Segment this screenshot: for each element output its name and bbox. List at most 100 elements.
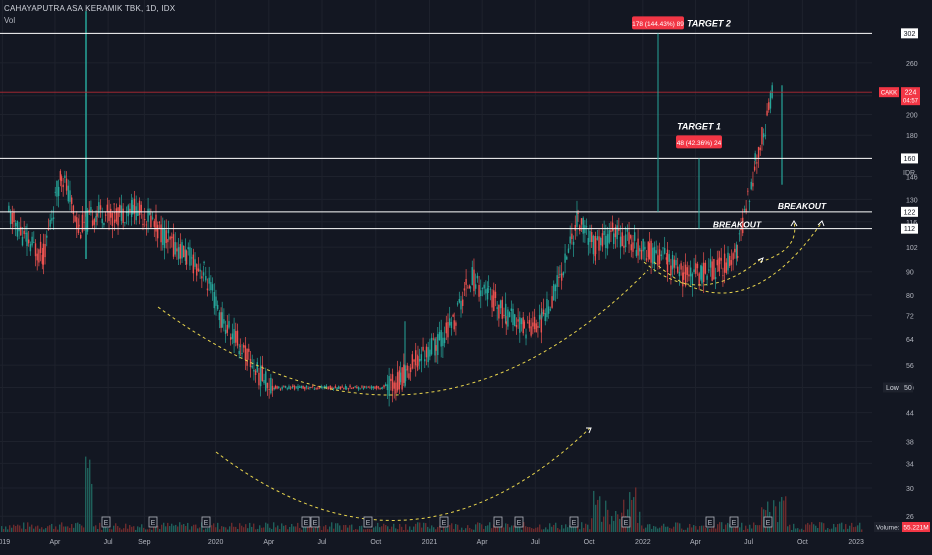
volume-bar (699, 526, 701, 532)
volume-bar (167, 522, 169, 532)
volume-bar (125, 523, 127, 532)
candle-body (289, 387, 292, 389)
volume-bar (617, 514, 619, 532)
volume-bar (631, 499, 633, 532)
volume-bar (811, 522, 813, 532)
candle-body (632, 242, 634, 252)
candle-body (297, 385, 299, 390)
x-tick-label: Apr (49, 539, 61, 546)
volume-bar (165, 526, 167, 532)
volume-bar (185, 525, 187, 532)
volume-bar (377, 522, 379, 532)
volume-bar (17, 524, 19, 532)
low-tag (883, 382, 913, 393)
candle-body (558, 277, 560, 278)
volume-bar (41, 527, 43, 532)
volume-bar (187, 522, 189, 532)
candle-body (388, 376, 390, 396)
candle-body (156, 224, 159, 239)
volume-bar (247, 528, 249, 532)
candle-body (613, 233, 615, 245)
candle-body (236, 330, 239, 346)
volume-bar (719, 522, 721, 532)
candle-body (49, 219, 51, 227)
earnings-marker: E (151, 520, 156, 527)
candle-body (39, 241, 42, 254)
volume-bar (301, 529, 303, 532)
pattern-curves (157, 221, 823, 521)
candle-body (122, 208, 124, 224)
volume-bar (77, 522, 79, 532)
candle-body (537, 325, 539, 328)
candle-body (281, 386, 283, 389)
volume-bar (327, 529, 329, 532)
volume-bar (279, 529, 281, 532)
candle-body (481, 287, 484, 289)
volume-bar (653, 525, 655, 532)
candle-body (13, 212, 15, 223)
candle-body (59, 171, 62, 181)
candle-body (341, 386, 343, 388)
low-tag-value: 50 (904, 385, 912, 392)
volume-bar (73, 527, 75, 532)
candle-body (635, 250, 638, 257)
volume-bar (305, 523, 307, 532)
candle-body (468, 285, 471, 289)
volume-bar (799, 529, 801, 532)
volume-bar (313, 528, 315, 532)
volume-bar (127, 528, 129, 532)
volume-bar (753, 522, 755, 532)
candle-body (223, 319, 225, 324)
candle-body (718, 257, 721, 265)
candle-body (648, 243, 651, 260)
volume-bar (519, 524, 521, 532)
volume-bar (33, 528, 35, 532)
candle-body (248, 348, 250, 352)
candle-body (201, 276, 203, 279)
volume-bar (191, 526, 193, 532)
candle-body (504, 303, 507, 324)
volume-bar (733, 528, 735, 532)
volume-bar (457, 524, 459, 532)
candle-body (628, 232, 630, 245)
y-tick-label: 260 (906, 61, 918, 68)
candle-body (165, 230, 167, 243)
candle-body (768, 102, 770, 111)
candle-body (547, 306, 550, 314)
volume-bar (465, 528, 467, 532)
candle-body (587, 238, 589, 245)
measure-text: 48 (42.36%) 24 (677, 140, 722, 147)
candle-body (386, 384, 389, 391)
volume-bar (611, 515, 613, 532)
volume-bar (679, 523, 681, 532)
volume-bar (783, 500, 785, 532)
candle-body (385, 384, 387, 387)
candle-body (9, 211, 12, 225)
candle-body (372, 386, 374, 389)
candle-body (177, 247, 180, 260)
y-tick-label: 38 (906, 440, 914, 447)
candle-body (359, 388, 361, 390)
candle-body (505, 321, 507, 325)
candle-body (325, 385, 328, 389)
volume-bar (275, 527, 277, 532)
candle-body (590, 232, 593, 242)
volume-bar (553, 524, 555, 532)
candle-body (370, 386, 373, 389)
volume-bar (85, 456, 87, 532)
volume-bar (13, 524, 15, 532)
candle-body (310, 387, 312, 388)
symbol-tag (879, 87, 899, 98)
volume-bar (663, 523, 665, 532)
volume-bar (825, 529, 827, 532)
candle-body (725, 262, 728, 274)
volume-bar (147, 529, 149, 532)
candle-body (623, 245, 625, 248)
volume-bar (419, 522, 421, 532)
candle-body (318, 387, 321, 389)
candle-body (27, 239, 30, 244)
candle-body (273, 388, 275, 389)
y-tick-label: 200 (906, 112, 918, 119)
